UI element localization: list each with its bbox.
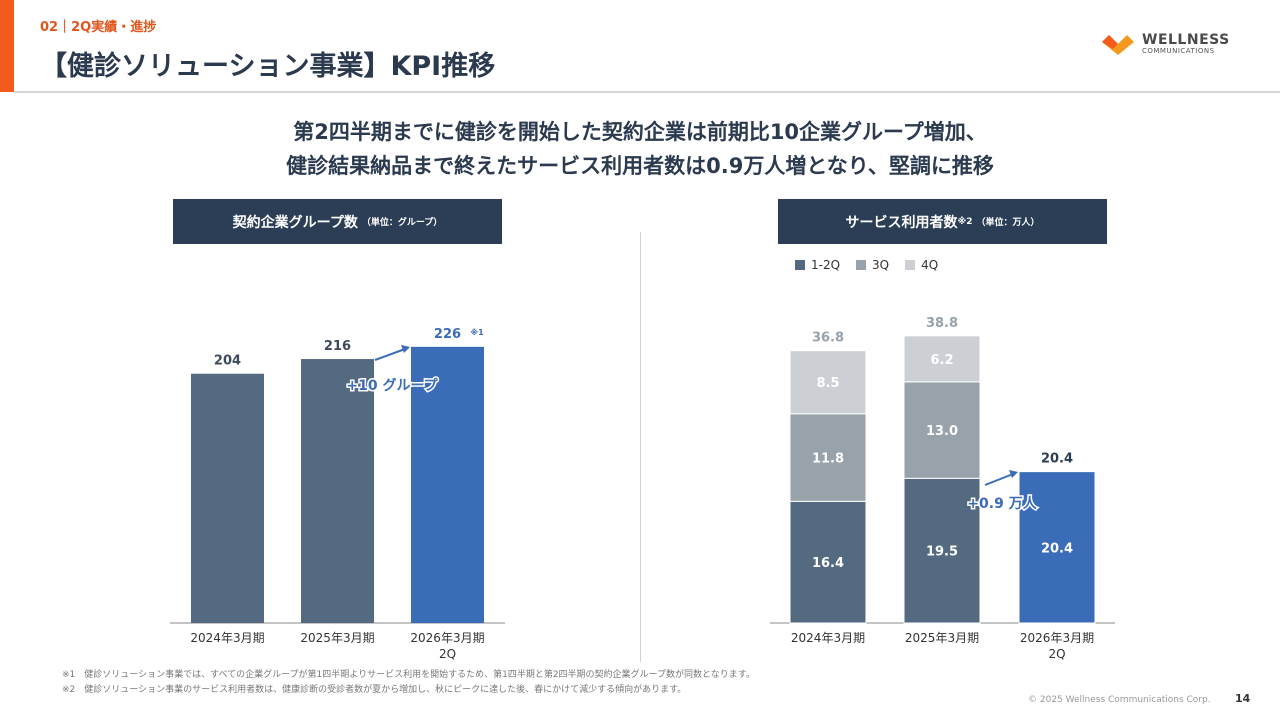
headline: 第2四半期までに健診を開始した契約企業は前期比10企業グループ増加、 健診結果納… [0,115,1280,183]
section-label: 02｜2Q実績・進捗 [40,20,157,35]
total-label: 36.8 [812,331,844,346]
stacked-bar-segment [903,335,981,383]
data-label: 216 [324,339,351,354]
x-tick-label: 2024年3月期 [190,631,264,645]
growth-annotation: +10 グループ [346,377,438,394]
header-divider [14,91,1280,93]
accent-bar [0,0,14,92]
logo-icon [1102,35,1134,55]
bar [411,346,484,623]
right-panel-title-note: ※2 [957,216,973,227]
panel-divider [640,232,641,662]
legend-item: 3Q [856,258,889,272]
data-label: 226 [434,327,461,342]
x-tick-label: 2024年3月期 [791,631,865,645]
right-panel-unit: （単位：万人） [976,218,1040,228]
copyright: © 2025 Wellness Communications Corp. [1028,695,1211,705]
logo: WELLNESS COMMUNICATIONS [1100,32,1230,56]
arrow-head [1009,470,1018,478]
x-tick-label: 2026年3月期 [410,631,484,645]
left-panel-header: 契約企業グループ数 （単位：グループ） [173,199,502,244]
growth-arrow [374,348,406,361]
stacked-bar-segment [789,413,867,502]
left-panel-unit: （単位：グループ） [361,218,443,228]
stacked-bar-segment [789,500,867,624]
bar [191,373,264,623]
headline-line-1: 第2四半期までに健診を開始した契約企業は前期比10企業グループ増加、 [293,120,987,144]
page-number: 14 [1235,692,1251,705]
footnote-1: ※1 健診ソリューション事業では、すべての企業グループが第1四半期よりサービス利… [62,670,755,680]
total-label: 38.8 [926,316,958,331]
stacked-bar-segment [1018,471,1096,624]
growth-arrow [984,473,1014,486]
segment-label: 8.5 [816,376,839,391]
x-tick-label: 2025年3月期 [905,631,979,645]
data-label: 204 [214,354,241,369]
arrow-head [401,345,410,353]
stacked-bar-segment [789,350,867,415]
stacked-bar-segment [903,381,981,479]
page-title: 【健診ソリューション事業】KPI推移 [40,51,496,82]
segment-label: 11.8 [812,452,844,467]
legend-item: 4Q [905,258,938,272]
logo-text: WELLNESS [1142,32,1230,48]
segment-label: 16.4 [812,556,844,571]
left-panel-title: 契約企業グループ数 [232,214,358,231]
total-label: 20.4 [1041,452,1073,467]
segment-label: 19.5 [926,545,958,560]
footnote-2: ※2 健診ソリューション事業のサービス利用者数は、健康診断の受診者数が夏から増加… [62,685,687,695]
legend-item: 1-2Q [795,258,840,272]
segment-label: 20.4 [1041,541,1073,556]
x-tick-label: 2Q [1048,647,1065,661]
bar [301,359,374,623]
chart-legend: 1-2Q 3Q 4Q [795,258,938,272]
growth-annotation: +0.9 万人 [967,495,1037,512]
headline-line-2: 健診結果納品まで終えたサービス利用者数は0.9万人増となり、堅調に推移 [286,154,994,178]
x-tick-label: 2Q [439,647,456,661]
stacked-bar-segment [903,477,981,624]
right-panel-title: サービス利用者数 [845,214,958,231]
logo-subtext: COMMUNICATIONS [1142,47,1215,55]
segment-label: 13.0 [926,424,958,439]
x-tick-label: 2026年3月期 [1020,631,1094,645]
segment-label: 6.2 [930,353,953,368]
note-mark: ※1 [470,327,484,337]
x-tick-label: 2025年3月期 [300,631,374,645]
right-panel-header: サービス利用者数 ※2 （単位：万人） [778,199,1107,244]
